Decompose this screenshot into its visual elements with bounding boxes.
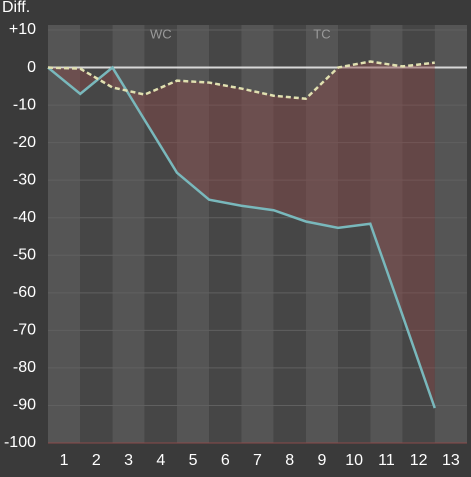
column-band bbox=[370, 25, 403, 443]
column-band bbox=[338, 25, 371, 443]
y-tick-label: 0 bbox=[27, 59, 36, 76]
y-tick-label: -70 bbox=[13, 322, 36, 339]
x-tick-label: 1 bbox=[60, 452, 69, 469]
y-tick-label: -50 bbox=[13, 246, 36, 263]
x-tick-label: 12 bbox=[410, 452, 428, 469]
x-tick-label: 3 bbox=[124, 452, 133, 469]
column-band bbox=[144, 25, 177, 443]
column-band bbox=[241, 25, 274, 443]
x-tick-label: 11 bbox=[378, 452, 395, 469]
x-tick-label: 4 bbox=[156, 452, 165, 469]
difference-area bbox=[48, 61, 435, 409]
x-tick-label: 5 bbox=[189, 452, 198, 469]
y-tick-label: +10 bbox=[9, 21, 36, 38]
column-band bbox=[176, 25, 210, 443]
x-tick-label: 2 bbox=[92, 452, 101, 469]
y-tick-label: -100 bbox=[4, 434, 36, 451]
series-line bbox=[47, 60, 435, 101]
x-tick-label: 7 bbox=[253, 452, 262, 469]
x-tick-label: 8 bbox=[285, 452, 294, 469]
column-band bbox=[80, 25, 113, 443]
y-tick-label: -80 bbox=[13, 359, 36, 376]
series-line bbox=[47, 65, 436, 409]
x-tick-label: 10 bbox=[345, 452, 363, 469]
column-band bbox=[434, 25, 467, 443]
column-band bbox=[48, 25, 81, 443]
x-tick-label: 13 bbox=[442, 452, 460, 469]
y-tick-label: -30 bbox=[13, 171, 36, 188]
y-tick-label: -10 bbox=[13, 96, 36, 113]
column-band bbox=[209, 25, 242, 443]
y-tick-label: -60 bbox=[13, 284, 36, 301]
column-band bbox=[402, 25, 435, 443]
y-axis-label: Diff. bbox=[2, 0, 30, 16]
column-band bbox=[273, 25, 306, 443]
annotation: TC bbox=[313, 26, 330, 41]
y-tick-label: -90 bbox=[13, 397, 36, 414]
y-tick-label: -40 bbox=[13, 209, 36, 226]
annotation: WC bbox=[150, 26, 172, 41]
x-tick-label: 9 bbox=[318, 452, 327, 469]
x-tick-label: 6 bbox=[221, 452, 230, 469]
y-tick-label: -20 bbox=[13, 134, 36, 151]
